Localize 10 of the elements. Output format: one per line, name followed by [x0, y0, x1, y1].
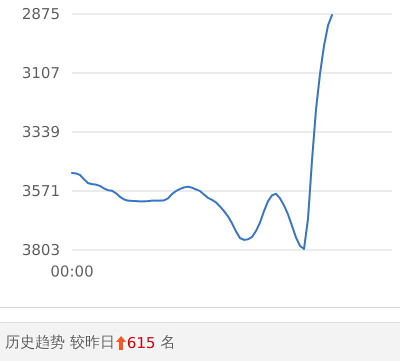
- y-tick-label: 3803: [22, 241, 60, 259]
- y-tick-label: 3107: [22, 64, 60, 82]
- text: 615: [126, 334, 156, 352]
- text: 历史趋势 较昨日: [5, 333, 115, 352]
- y-tick-label: 3571: [22, 182, 60, 200]
- y-tick-label: 2875: [22, 5, 60, 23]
- line-series: [71, 14, 333, 250]
- x-tick-label: 00:00: [50, 262, 94, 280]
- y-tick-label: 3339: [22, 123, 60, 141]
- text: 名: [160, 333, 176, 352]
